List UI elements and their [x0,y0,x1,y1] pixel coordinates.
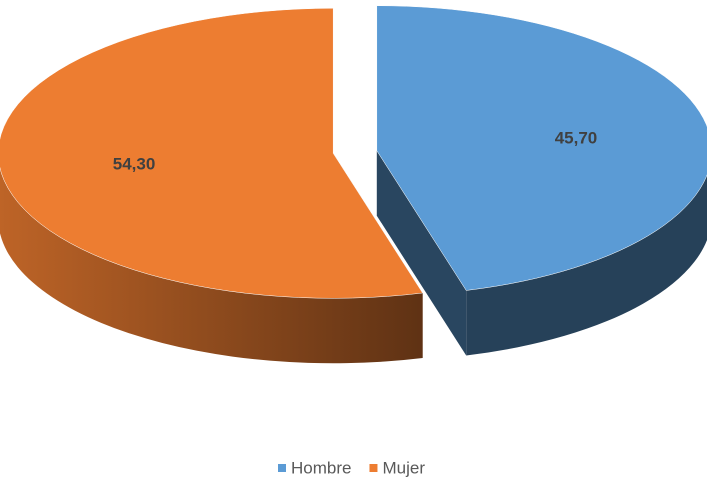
data-label: 45,70 [555,128,598,147]
legend-swatch [369,464,378,472]
slice-side [466,175,707,356]
legend-label: Hombre [291,458,351,477]
pie-slice [376,5,707,356]
data-label: 54,30 [113,154,156,173]
legend-swatch [278,464,286,472]
slice-top [376,5,707,291]
pie-slice [0,8,424,364]
slice-cut-face [376,150,467,356]
slice-top [0,8,424,299]
slice-side [0,168,423,364]
legend-label: Mujer [382,458,425,477]
